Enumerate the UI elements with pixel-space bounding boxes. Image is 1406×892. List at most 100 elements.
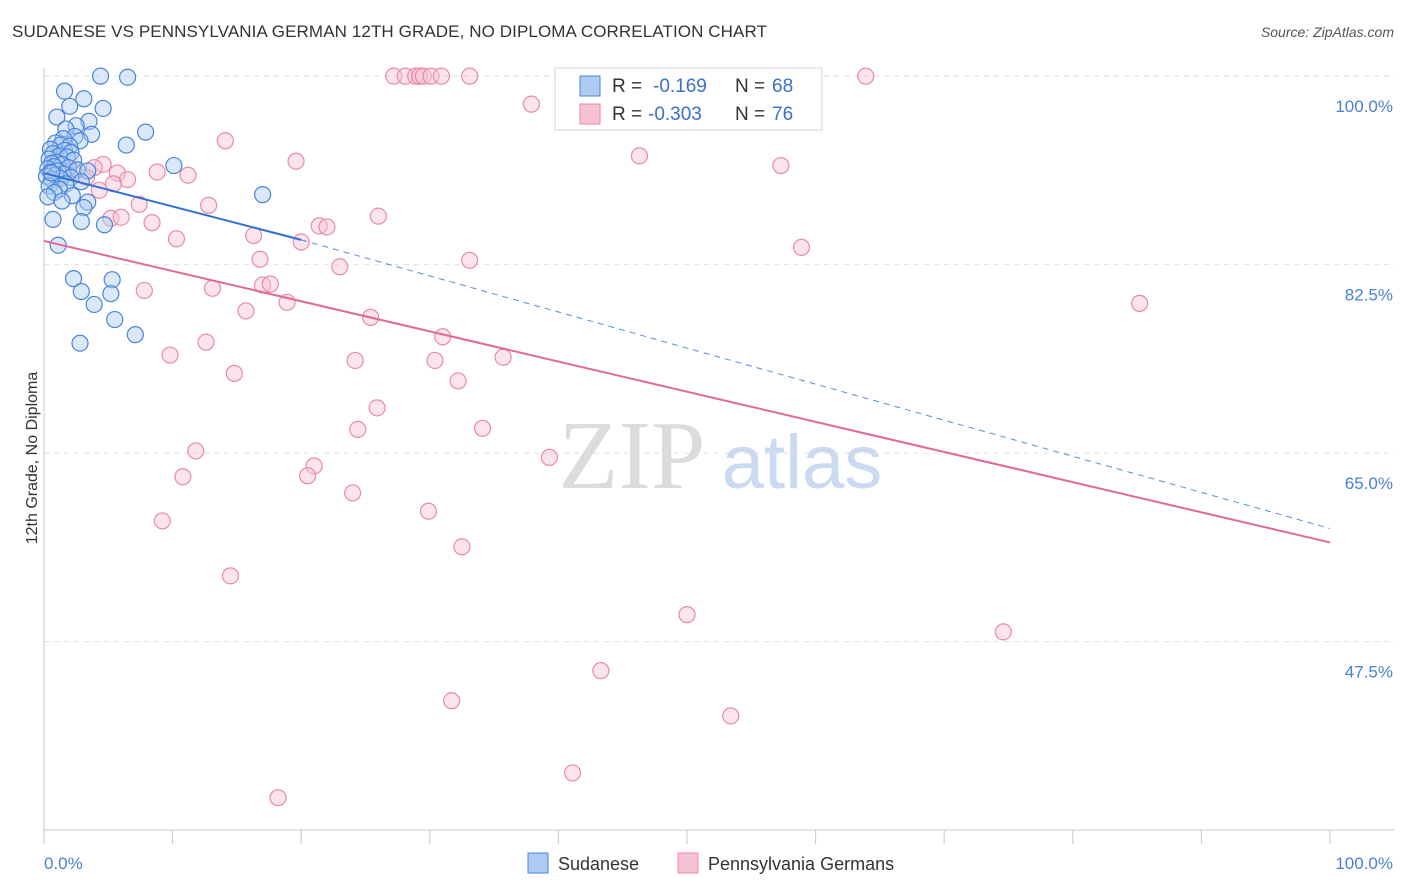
data-point-pennsylvania-germans [461,67,479,85]
legend: R = -0.169 N = 68 R = -0.303 N = 76 [554,67,823,131]
data-point-sudanese [53,192,71,210]
data-point-sudanese [75,90,93,108]
data-point-sudanese [94,99,112,118]
data-point-sudanese [61,97,79,115]
data-point-pennsylvania-germans [592,662,610,680]
data-point-pennsylvania-germans [346,351,364,370]
data-point-sudanese [79,162,97,180]
data-point-pennsylvania-germans [473,419,492,437]
bottom-legend-label-pg: Pennsylvania Germans [708,854,894,874]
data-point-pennsylvania-germans [216,132,234,150]
data-point-pennsylvania-germans [461,251,479,269]
data-point-pennsylvania-germans [269,789,287,807]
data-point-pennsylvania-germans [108,164,126,182]
data-point-sudanese [126,326,144,344]
data-point-pennsylvania-germans [179,166,197,184]
trend-line-sudanese [43,172,302,241]
trend-line-sudanese-extension [301,239,1331,529]
data-point-sudanese [165,156,183,175]
data-point-pennsylvania-germans [344,484,362,502]
data-point-pennsylvania-germans [305,457,323,475]
data-point-sudanese [95,216,114,234]
legend-r-label-1: R = [612,104,642,125]
source-label: Source: ZipAtlas.com [1260,24,1394,40]
axes [43,68,1395,844]
data-point-pennsylvania-germans [261,275,279,293]
legend-swatch-pg [579,103,601,125]
data-point-pennsylvania-germans [540,448,558,466]
data-point-sudanese [72,212,90,231]
data-point-sudanese [254,186,272,204]
data-point-pennsylvania-germans [237,302,255,320]
legend-n-value-1: 76 [772,104,793,125]
data-point-pennsylvania-germans [112,208,130,226]
data-point-pennsylvania-germans [994,623,1012,641]
data-point-sudanese [64,270,83,288]
data-point-sudanese [103,271,121,289]
data-point-pennsylvania-germans [453,538,471,556]
data-point-pennsylvania-germans [161,346,179,364]
y-tick-label: 47.5% [1345,663,1393,682]
data-point-pennsylvania-germans [426,351,444,370]
data-point-pennsylvania-germans [318,218,336,236]
legend-n-label-1: N = [735,104,765,125]
legend-r-value-1: -0.303 [648,104,702,125]
data-point-sudanese [63,187,81,205]
data-point-pennsylvania-germans [563,764,582,782]
data-point-pennsylvania-germans [135,281,153,300]
data-point-pennsylvania-germans [792,238,811,256]
data-point-pennsylvania-germans [419,502,438,520]
watermark-zip: ZIP [559,402,706,510]
data-point-sudanese [72,282,90,301]
data-point-sudanese [71,132,89,150]
data-point-pennsylvania-germans [167,230,186,248]
data-point-sudanese [136,123,155,141]
data-point-pennsylvania-germans [522,95,540,113]
data-point-pennsylvania-germans [772,156,790,175]
data-point-pennsylvania-germans [494,348,512,366]
trend-line-pennsylvania-germans [43,239,1331,544]
data-point-pennsylvania-germans [148,163,166,181]
data-point-sudanese [75,198,93,217]
series-sudanese [37,67,272,352]
data-point-sudanese [80,112,98,130]
y-tick-label: 65.0% [1345,474,1393,493]
trend-lines [43,172,1331,544]
x-tick-label: 0.0% [44,854,83,873]
watermark-atlas: atlas [722,420,883,505]
data-point-pennsylvania-germans [449,372,467,390]
data-point-pennsylvania-germans [368,399,386,417]
data-point-pennsylvania-germans [432,67,450,85]
data-point-pennsylvania-germans [251,250,269,268]
legend-r-label-0: R = [612,76,642,97]
data-point-pennsylvania-germans [722,707,740,725]
gridlines [44,75,1395,643]
data-point-pennsylvania-germans [349,420,367,438]
data-point-sudanese [91,67,110,85]
data-point-pennsylvania-germans [221,567,240,585]
x-tick-label: 100.0% [1335,854,1393,873]
data-point-pennsylvania-germans [130,195,148,213]
data-point-pennsylvania-germans [1131,294,1149,312]
data-point-pennsylvania-germans [225,364,243,382]
legend-n-value-0: 68 [772,76,793,97]
data-point-pennsylvania-germans [200,196,218,214]
data-point-sudanese [48,108,66,126]
data-point-pennsylvania-germans [187,442,205,460]
data-point-pennsylvania-germans [857,67,875,85]
data-point-pennsylvania-germans [678,606,696,624]
data-point-pennsylvania-germans [443,692,461,710]
data-point-pennsylvania-germans [292,233,310,251]
data-point-sudanese [118,68,137,86]
data-point-pennsylvania-germans [369,207,387,225]
data-point-sudanese [102,285,120,303]
data-point-sudanese [106,310,124,329]
data-point-sudanese [55,82,74,100]
bottom-legend: Sudanese Pennsylvania Germans [527,852,894,874]
data-point-sudanese [71,334,89,352]
bottom-legend-swatch-sudanese [527,852,549,874]
data-point-pennsylvania-germans [153,512,171,530]
y-tick-label: 82.5% [1345,286,1393,305]
data-point-pennsylvania-germans [331,258,349,276]
